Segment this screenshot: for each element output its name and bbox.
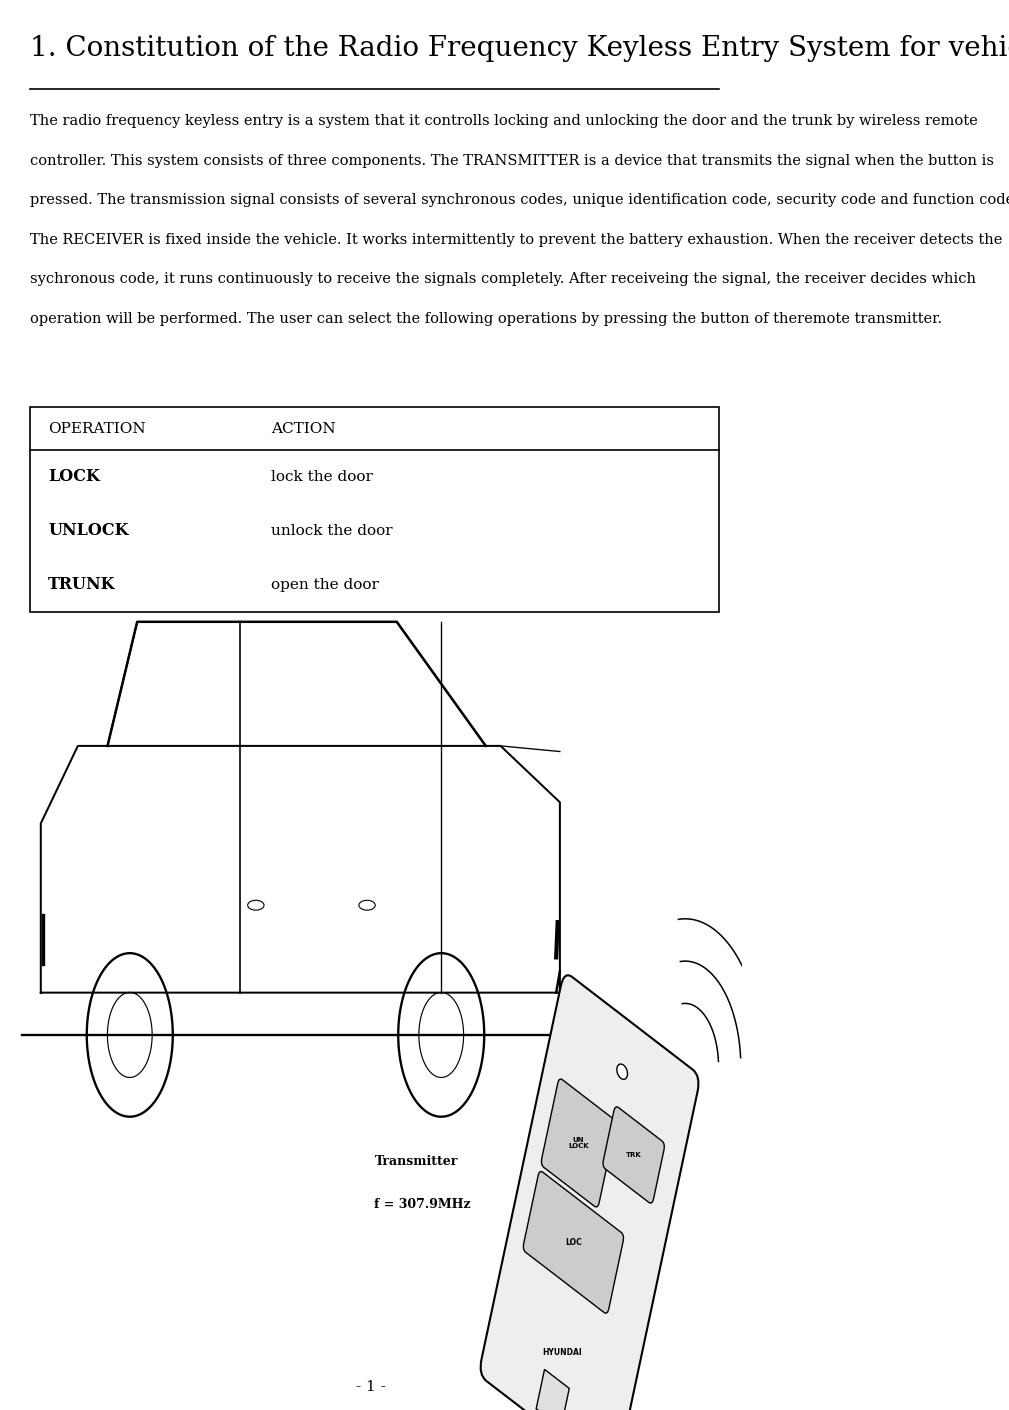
Text: - 1 -: - 1 - — [356, 1380, 385, 1394]
Text: TRK: TRK — [626, 1152, 642, 1158]
Text: unlock the door: unlock the door — [271, 525, 393, 537]
Text: TRUNK: TRUNK — [48, 577, 116, 594]
FancyBboxPatch shape — [542, 1079, 615, 1207]
Ellipse shape — [247, 901, 264, 911]
Text: open the door: open the door — [271, 578, 379, 592]
Text: 1. Constitution of the Radio Frequency Keyless Entry System for vehicle: 1. Constitution of the Radio Frequency K… — [29, 35, 1009, 62]
Bar — [29, 407, 719, 612]
FancyBboxPatch shape — [524, 1172, 624, 1313]
Bar — [536, 1369, 569, 1410]
Ellipse shape — [359, 901, 375, 911]
Text: controller. This system consists of three components. The TRANSMITTER is a devic: controller. This system consists of thre… — [29, 154, 994, 168]
Text: UN
LOCK: UN LOCK — [568, 1136, 589, 1149]
Text: f = 307.9MHz: f = 307.9MHz — [374, 1197, 471, 1211]
Text: OPERATION: OPERATION — [48, 422, 146, 436]
Text: UNLOCK: UNLOCK — [48, 522, 129, 540]
Text: The RECEIVER is fixed inside the vehicle. It works intermittently to prevent the: The RECEIVER is fixed inside the vehicle… — [29, 233, 1002, 247]
FancyBboxPatch shape — [603, 1107, 664, 1203]
Text: sychronous code, it runs continuously to receive the signals completely. After r: sychronous code, it runs continuously to… — [29, 272, 976, 286]
Text: pressed. The transmission signal consists of several synchronous codes, unique i: pressed. The transmission signal consist… — [29, 193, 1009, 207]
Text: LOCK: LOCK — [48, 468, 100, 485]
Text: ACTION: ACTION — [271, 422, 336, 436]
Ellipse shape — [616, 1065, 628, 1079]
Text: HYUNDAI: HYUNDAI — [543, 1348, 582, 1358]
Text: Transmitter: Transmitter — [374, 1155, 458, 1169]
Text: The radio frequency keyless entry is a system that it controlls locking and unlo: The radio frequency keyless entry is a s… — [29, 114, 978, 128]
FancyBboxPatch shape — [480, 976, 698, 1410]
Text: LOC: LOC — [565, 1238, 582, 1246]
Text: operation will be performed. The user can select the following operations by pre: operation will be performed. The user ca… — [29, 312, 941, 326]
Text: lock the door: lock the door — [271, 470, 373, 484]
